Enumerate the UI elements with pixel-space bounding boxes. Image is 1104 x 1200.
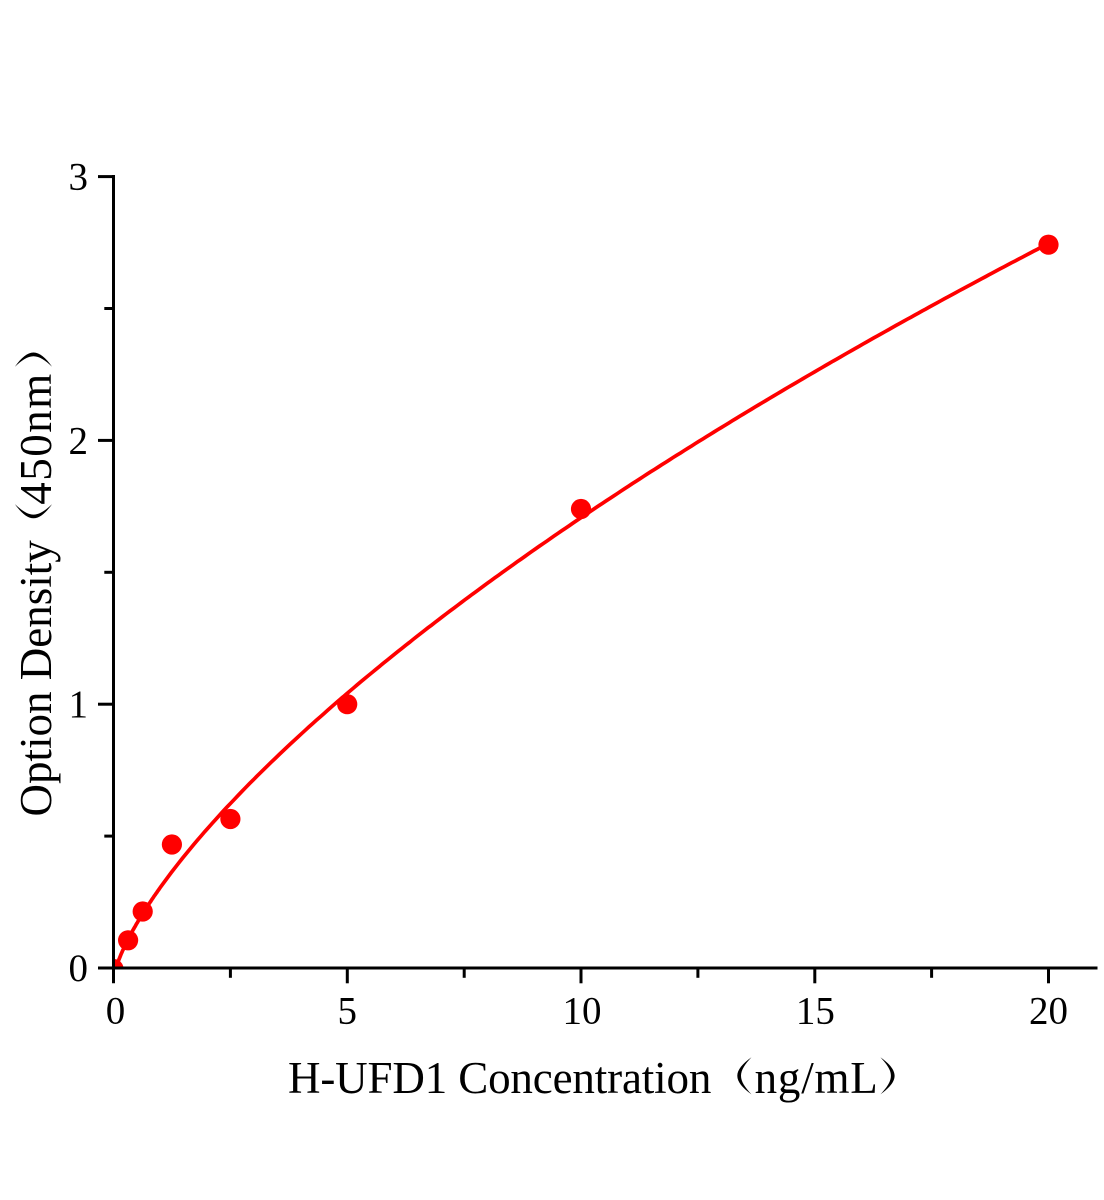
svg-text:2: 2 xyxy=(69,419,89,462)
svg-text:ng/mL: ng/mL xyxy=(755,1053,879,1103)
svg-text:5: 5 xyxy=(338,990,358,1033)
svg-text:Option Density: Option Density xyxy=(11,540,61,817)
svg-text:H-UFD1 Concentration: H-UFD1 Concentration xyxy=(288,1053,711,1103)
svg-text:0: 0 xyxy=(69,947,89,990)
svg-text:1: 1 xyxy=(69,683,89,726)
svg-text:3: 3 xyxy=(69,156,89,199)
svg-text:450nm: 450nm xyxy=(11,372,61,505)
svg-text:0: 0 xyxy=(106,990,126,1033)
svg-text:15: 15 xyxy=(796,990,835,1033)
svg-text:20: 20 xyxy=(1029,990,1068,1033)
svg-text:10: 10 xyxy=(563,990,602,1033)
